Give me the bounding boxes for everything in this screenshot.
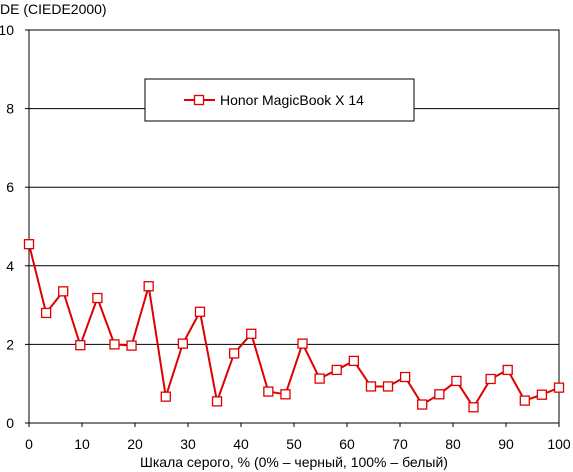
x-tick-label: 50 (286, 436, 302, 452)
data-point (553, 382, 565, 393)
y-tick-label: 2 (6, 336, 14, 352)
legend: Honor MagicBook X 14 (144, 78, 415, 122)
data-point (434, 389, 445, 400)
x-tick-label: 40 (233, 436, 249, 452)
data-point (485, 373, 496, 385)
x-axis-label: Шкала серого, % (0% – черный, 100% – бел… (140, 454, 448, 470)
data-point (126, 340, 137, 351)
data-point (229, 348, 240, 359)
data-point (451, 375, 462, 387)
data-point (417, 399, 428, 410)
y-tick-label: 10 (0, 22, 14, 38)
x-tick-label: 80 (445, 436, 461, 452)
data-point (348, 355, 359, 367)
data-point (246, 328, 257, 339)
data-point (280, 389, 291, 400)
data-point (263, 386, 274, 397)
data-point (58, 286, 69, 297)
x-tick-label: 20 (127, 436, 143, 452)
data-point (399, 371, 411, 383)
y-axis-label: DE (CIEDE2000) (0, 1, 107, 17)
y-tick-label: 0 (6, 415, 14, 431)
data-point (331, 364, 342, 376)
data-point (177, 338, 189, 349)
x-tick-label: 100 (547, 436, 571, 452)
y-tick-label: 4 (6, 258, 14, 274)
data-point (160, 391, 171, 402)
series (23, 239, 565, 413)
x-tick-label: 0 (25, 436, 33, 452)
y-tick-label: 6 (6, 179, 14, 195)
x-tick-label: 90 (498, 436, 514, 452)
legend-square-marker (193, 94, 205, 106)
data-point (75, 340, 86, 351)
x-tick-label: 60 (339, 436, 355, 452)
x-tick-label: 10 (74, 436, 90, 452)
data-point (40, 307, 52, 319)
data-point (194, 306, 206, 317)
data-point (297, 338, 308, 349)
data-point (211, 396, 223, 407)
data-point (536, 389, 548, 400)
data-point (382, 381, 394, 392)
data-point (365, 381, 377, 392)
data-point (502, 364, 513, 376)
data-point (92, 292, 103, 304)
x-tick-label: 70 (392, 436, 408, 452)
y-tick-label: 8 (6, 101, 14, 117)
data-point (314, 373, 325, 384)
data-point (109, 339, 120, 350)
data-point (143, 281, 154, 292)
data-point (23, 239, 35, 250)
x-tick-label: 30 (180, 436, 196, 452)
legend-label: Honor MagicBook X 14 (220, 92, 364, 108)
data-point (519, 395, 530, 406)
data-point (468, 402, 479, 413)
